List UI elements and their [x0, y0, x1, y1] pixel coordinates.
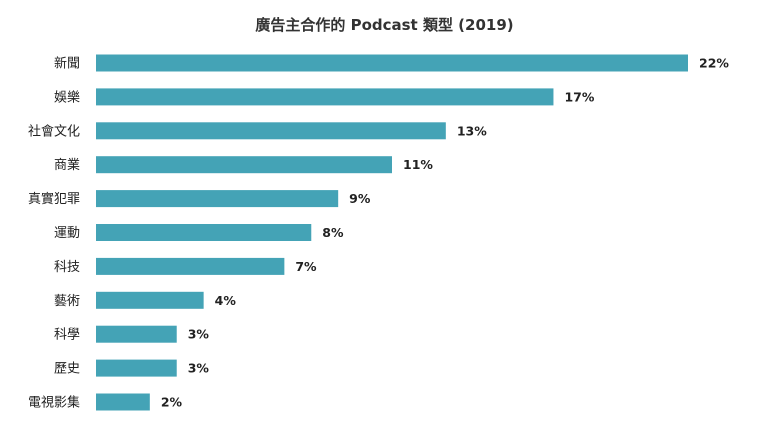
- bar: [96, 325, 177, 343]
- value-label: 4%: [215, 293, 237, 308]
- value-label: 3%: [188, 361, 210, 376]
- value-label: 9%: [349, 191, 371, 206]
- value-label: 2%: [161, 395, 183, 410]
- category-label: 電視影集: [28, 395, 80, 411]
- value-label: 22%: [699, 56, 729, 71]
- category-label: 藝術: [54, 294, 80, 309]
- value-label: 8%: [322, 225, 344, 240]
- bar: [96, 257, 285, 275]
- bar: [96, 156, 392, 174]
- category-label: 科學: [54, 328, 80, 343]
- value-label: 7%: [295, 259, 317, 274]
- bar: [96, 88, 554, 106]
- category-label: 娛樂: [54, 89, 80, 105]
- bar: [96, 291, 204, 309]
- category-label: 社會文化: [28, 123, 80, 139]
- chart-title: 廣告主合作的 Podcast 類型 (2019): [255, 16, 514, 34]
- bar: [96, 359, 177, 377]
- category-label: 科技: [54, 260, 80, 275]
- category-label: 新聞: [54, 56, 80, 72]
- value-label: 13%: [457, 123, 487, 138]
- bar: [96, 54, 688, 72]
- category-label: 真實犯罪: [28, 191, 80, 207]
- category-label: 商業: [54, 157, 80, 173]
- bar: [96, 224, 312, 241]
- value-label: 3%: [188, 327, 210, 342]
- value-label: 11%: [403, 157, 433, 172]
- category-label: 運動: [54, 226, 80, 241]
- category-label: 歷史: [54, 362, 80, 377]
- bar: [96, 122, 446, 140]
- value-label: 17%: [564, 89, 594, 104]
- bar: [96, 190, 339, 208]
- bar: [96, 393, 150, 411]
